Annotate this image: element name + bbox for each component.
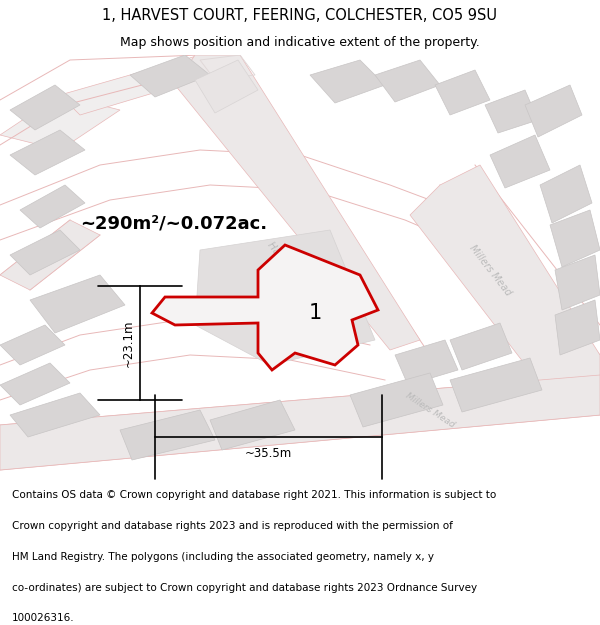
Polygon shape — [410, 165, 600, 410]
Text: 1: 1 — [308, 303, 322, 323]
Polygon shape — [20, 185, 85, 228]
Polygon shape — [350, 373, 443, 427]
Polygon shape — [130, 55, 210, 97]
Polygon shape — [10, 230, 80, 275]
Polygon shape — [550, 210, 600, 267]
Polygon shape — [210, 400, 295, 450]
Polygon shape — [490, 135, 550, 188]
Text: Crown copyright and database rights 2023 and is reproduced with the permission o: Crown copyright and database rights 2023… — [12, 521, 453, 531]
Text: Contains OS data © Crown copyright and database right 2021. This information is : Contains OS data © Crown copyright and d… — [12, 490, 496, 500]
Text: Harvest Court: Harvest Court — [265, 240, 315, 300]
Polygon shape — [195, 60, 258, 113]
Text: Map shows position and indicative extent of the property.: Map shows position and indicative extent… — [120, 36, 480, 49]
Text: HM Land Registry. The polygons (including the associated geometry, namely x, y: HM Land Registry. The polygons (includin… — [12, 552, 434, 562]
Text: co-ordinates) are subject to Crown copyright and database rights 2023 Ordnance S: co-ordinates) are subject to Crown copyr… — [12, 582, 477, 592]
Text: ~35.5m: ~35.5m — [245, 448, 292, 461]
Polygon shape — [0, 95, 120, 150]
Text: 1, HARVEST COURT, FEERING, COLCHESTER, CO5 9SU: 1, HARVEST COURT, FEERING, COLCHESTER, C… — [103, 8, 497, 23]
Polygon shape — [375, 60, 440, 102]
Text: ~290m²/~0.072ac.: ~290m²/~0.072ac. — [80, 214, 267, 232]
Polygon shape — [175, 55, 420, 350]
Text: 100026316.: 100026316. — [12, 613, 74, 623]
Polygon shape — [0, 363, 70, 405]
Polygon shape — [10, 393, 100, 437]
Polygon shape — [450, 323, 512, 370]
Text: ~23.1m: ~23.1m — [121, 319, 134, 367]
Polygon shape — [555, 255, 600, 310]
Polygon shape — [0, 220, 100, 290]
Polygon shape — [555, 300, 600, 355]
Polygon shape — [540, 165, 592, 223]
Polygon shape — [120, 410, 215, 460]
Polygon shape — [60, 55, 230, 115]
Polygon shape — [395, 340, 458, 385]
Polygon shape — [450, 358, 542, 412]
Polygon shape — [30, 275, 125, 333]
Polygon shape — [152, 245, 378, 370]
Text: Millers Mead: Millers Mead — [467, 242, 513, 298]
Polygon shape — [10, 130, 85, 175]
Text: Millers Mead: Millers Mead — [404, 391, 456, 429]
Polygon shape — [485, 90, 538, 133]
Polygon shape — [435, 70, 490, 115]
Polygon shape — [195, 230, 375, 365]
Polygon shape — [0, 375, 600, 470]
Polygon shape — [0, 325, 65, 365]
Polygon shape — [10, 85, 80, 130]
Polygon shape — [310, 60, 385, 103]
Polygon shape — [525, 85, 582, 137]
